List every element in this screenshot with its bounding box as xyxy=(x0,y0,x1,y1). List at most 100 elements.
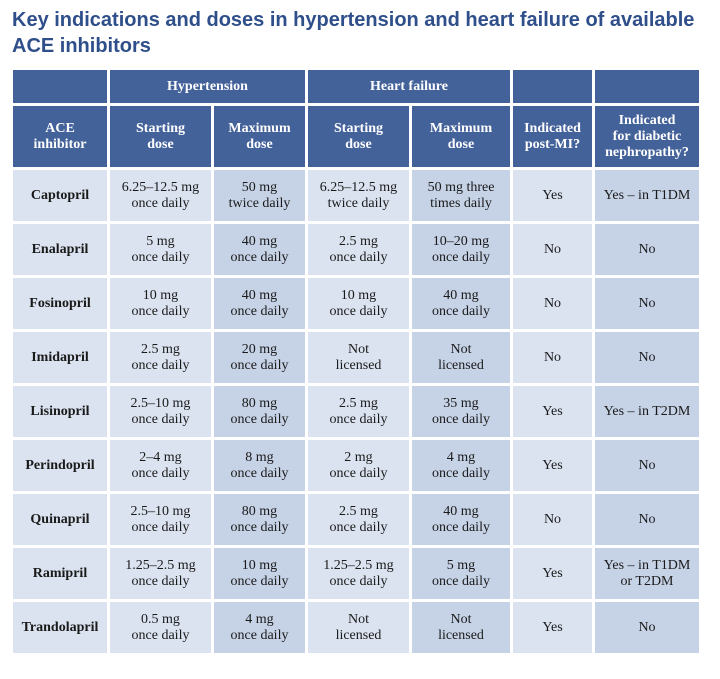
cell-line: Yes xyxy=(542,457,563,473)
col-header-hf-start: Starting dose xyxy=(308,106,409,167)
col-header-drug: ACE inhibitor xyxy=(13,106,107,167)
cell-hf-maximum-dose: Not licensed xyxy=(412,332,510,383)
cell-nephropathy: No xyxy=(595,332,699,383)
cell-line: once daily xyxy=(230,627,289,643)
cell-line: 2.5 mg xyxy=(339,233,378,249)
cell-drug-name: Imidapril xyxy=(13,332,107,383)
column-header-row: ACE inhibitor Starting dose Maximum dose… xyxy=(13,106,699,167)
cell-hf-starting-dose: 2.5 mg once daily xyxy=(308,386,409,437)
title-line-2: ACE inhibitors xyxy=(12,35,151,57)
cell-nephropathy: No xyxy=(595,602,699,653)
cell-line: once daily xyxy=(230,411,289,427)
ace-inhibitor-table: Hypertension Heart failure ACE inhibitor… xyxy=(10,67,702,656)
cell-line: 1.25–2.5 mg xyxy=(125,557,196,573)
cell-hf-starting-dose: Not licensed xyxy=(308,332,409,383)
cell-line: once daily xyxy=(131,465,190,481)
cell-line: 5 mg xyxy=(146,233,175,249)
col-header-hf-max: Maximum dose xyxy=(412,106,510,167)
cell-line: once daily xyxy=(131,411,190,427)
cell-line: 1.25–2.5 mg xyxy=(323,557,394,573)
cell-nephropathy: No xyxy=(595,224,699,275)
cell-line: twice daily xyxy=(228,195,291,211)
cell-line: 8 mg xyxy=(245,449,274,465)
cell-line: 5 mg xyxy=(446,557,476,573)
cell-hf-maximum-dose: 40 mg once daily xyxy=(412,494,510,545)
cell-post-mi: No xyxy=(513,278,592,329)
cell-line: Yes xyxy=(542,619,563,635)
cell-line: 40 mg xyxy=(443,287,479,303)
cell-line: No xyxy=(543,511,562,527)
cell-line: 20 mg xyxy=(241,341,278,357)
cell-ht-starting-dose: 1.25–2.5 mg once daily xyxy=(110,548,211,599)
cell-ht-maximum-dose: 40 mg once daily xyxy=(214,278,305,329)
cell-line: Yes xyxy=(542,565,563,581)
cell-line: once daily xyxy=(230,303,289,319)
cell-nephropathy: No xyxy=(595,494,699,545)
cell-line: 10–20 mg xyxy=(432,233,490,249)
cell-post-mi: No xyxy=(513,224,592,275)
cell-line: Not xyxy=(450,611,472,627)
cell-line: Not xyxy=(348,341,369,357)
cell-line: once daily xyxy=(131,195,190,211)
cell-line: No xyxy=(638,295,656,311)
cell-line: once daily xyxy=(329,465,388,481)
group-header-row: Hypertension Heart failure xyxy=(13,70,699,103)
cell-line: No xyxy=(638,511,656,527)
cell-line: 80 mg xyxy=(241,395,278,411)
cell-ht-maximum-dose: 40 mg once daily xyxy=(214,224,305,275)
cell-line: licensed xyxy=(335,627,382,643)
cell-line: 6.25–12.5 mg xyxy=(319,179,398,195)
header-line: inhibitor xyxy=(33,136,87,152)
cell-line: No xyxy=(638,457,656,473)
cell-line: Yes xyxy=(542,403,563,419)
cell-drug-name: Trandolapril xyxy=(13,602,107,653)
cell-post-mi: No xyxy=(513,332,592,383)
cell-ht-starting-dose: 2.5–10 mg once daily xyxy=(110,386,211,437)
page-title: Key indications and doses in hypertensio… xyxy=(12,7,712,59)
cell-line: licensed xyxy=(335,357,382,373)
cell-line: Yes xyxy=(542,187,563,203)
cell-ht-starting-dose: 6.25–12.5 mg once daily xyxy=(110,170,211,221)
cell-ht-maximum-dose: 50 mg twice daily xyxy=(214,170,305,221)
header-line: ACE xyxy=(45,120,75,136)
cell-line: No xyxy=(543,295,562,311)
cell-line: once daily xyxy=(432,519,490,535)
cell-line: 10 mg xyxy=(241,557,278,573)
cell-hf-maximum-dose: 40 mg once daily xyxy=(412,278,510,329)
table-row: Fosinopril 10 mg once daily 40 mg once daily… xyxy=(13,278,699,329)
group-header-hypertension: Hypertension xyxy=(110,70,305,103)
cell-line: 50 mg three xyxy=(427,179,495,195)
cell-line: once daily xyxy=(131,573,190,589)
title-line-1: Key indications and doses in hypertensio… xyxy=(12,9,695,31)
cell-post-mi: Yes xyxy=(513,602,592,653)
header-line: dose xyxy=(147,136,174,152)
header-line: dose xyxy=(345,136,372,152)
cell-line: once daily xyxy=(131,519,190,535)
cell-line: 2.5 mg xyxy=(339,503,378,519)
cell-line: No xyxy=(543,349,562,365)
cell-line: 10 mg xyxy=(142,287,179,303)
col-header-ht-start: Starting dose xyxy=(110,106,211,167)
cell-line: Yes – in T1DM xyxy=(603,187,691,203)
header-line: post-MI? xyxy=(524,136,581,152)
cell-ht-maximum-dose: 80 mg once daily xyxy=(214,386,305,437)
cell-line: 2.5 mg xyxy=(141,341,180,357)
cell-ht-maximum-dose: 8 mg once daily xyxy=(214,440,305,491)
cell-line: 2.5–10 mg xyxy=(130,503,191,519)
col-header-ht-max: Maximum dose xyxy=(214,106,305,167)
table-row: Quinapril 2.5–10 mg once daily 80 mg once da… xyxy=(13,494,699,545)
header-line: Indicated xyxy=(524,120,581,136)
cell-post-mi: Yes xyxy=(513,440,592,491)
cell-post-mi: Yes xyxy=(513,386,592,437)
cell-line: No xyxy=(638,619,656,635)
cell-ht-maximum-dose: 80 mg once daily xyxy=(214,494,305,545)
table-row: Lisinopril 2.5–10 mg once daily 80 mg once d… xyxy=(13,386,699,437)
table-row: Perindopril 2–4 mg once daily 8 mg once dail… xyxy=(13,440,699,491)
header-line: for diabetic xyxy=(612,128,682,144)
cell-line: 40 mg xyxy=(443,503,479,519)
cell-hf-starting-dose: 1.25–2.5 mg once daily xyxy=(308,548,409,599)
cell-line: twice daily xyxy=(327,195,390,211)
cell-line: 4 mg xyxy=(446,449,476,465)
cell-hf-maximum-dose: Not licensed xyxy=(412,602,510,653)
header-line: dose xyxy=(447,136,475,152)
